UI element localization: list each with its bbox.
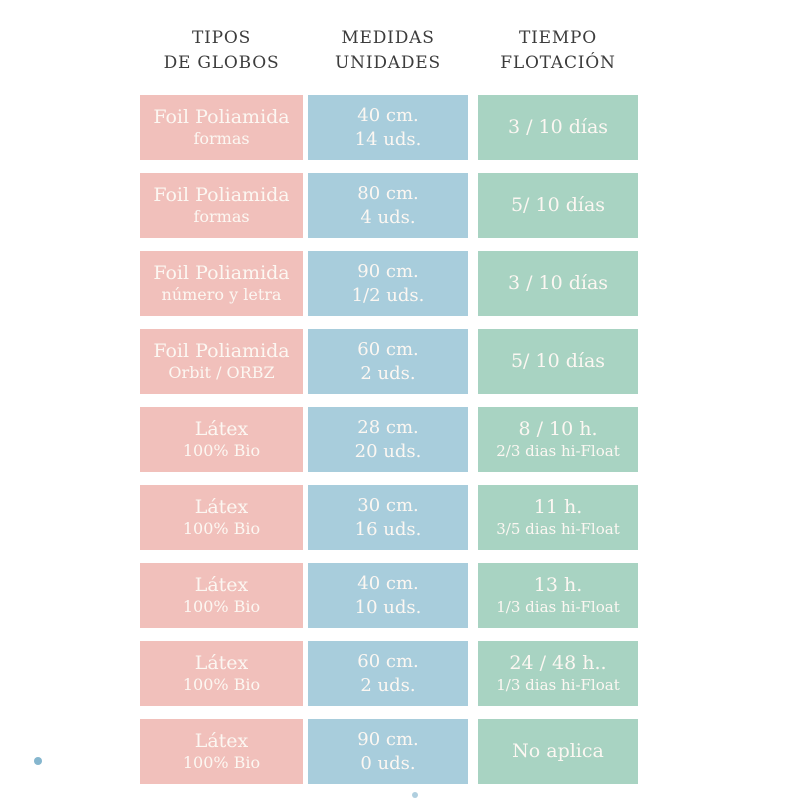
table-row: Látex 100% Bio 28 cm. 20 uds. 8 / 10 h. … — [140, 407, 638, 472]
balloon-type-cell: Foil Poliamida Orbit / ORBZ — [140, 329, 303, 394]
balloon-type-name: Foil Poliamida — [153, 183, 290, 206]
units-value: 14 uds. — [354, 128, 422, 150]
float-time-value: 8 / 10 h. — [518, 418, 598, 441]
table-row: Foil Poliamida formas 80 cm. 4 uds. 5/ 1… — [140, 173, 638, 238]
size-value: 40 cm. — [357, 573, 419, 595]
float-time-cell: 11 h. 3/5 dias hi-Float — [478, 485, 638, 550]
balloon-type-sub: 100% Bio — [182, 597, 261, 617]
units-value: 2 uds. — [360, 362, 416, 384]
float-time-value: 5/ 10 días — [510, 350, 606, 373]
size-units-cell: 80 cm. 4 uds. — [308, 173, 468, 238]
size-value: 60 cm. — [357, 339, 419, 361]
balloon-type-cell: Látex 100% Bio — [140, 641, 303, 706]
float-time-cell: 5/ 10 días — [478, 329, 638, 394]
units-value: 4 uds. — [360, 206, 416, 228]
size-value: 30 cm. — [357, 495, 419, 517]
size-value: 90 cm. — [357, 729, 419, 751]
balloon-type-name: Foil Poliamida — [153, 261, 290, 284]
units-value: 1/2 uds. — [351, 284, 425, 306]
float-time-sub: 1/3 dias hi-Float — [496, 676, 620, 695]
float-time-value: 24 / 48 h.. — [509, 652, 607, 675]
balloon-type-sub: número y letra — [161, 285, 282, 305]
header-tipos-line2: DE GLOBOS — [163, 52, 280, 73]
balloon-type-cell: Foil Poliamida número y letra — [140, 251, 303, 316]
table-row: Foil Poliamida Orbit / ORBZ 60 cm. 2 uds… — [140, 329, 638, 394]
float-time-value: No aplica — [512, 740, 604, 763]
size-value: 28 cm. — [357, 417, 419, 439]
header-medidas-line2: UNIDADES — [335, 52, 441, 73]
float-time-value: 13 h. — [533, 574, 583, 597]
balloon-type-sub: 100% Bio — [182, 675, 261, 695]
units-value: 16 uds. — [354, 518, 422, 540]
balloon-type-name: Foil Poliamida — [153, 105, 290, 128]
balloon-type-cell: Látex 100% Bio — [140, 407, 303, 472]
units-value: 2 uds. — [360, 674, 416, 696]
column-headers: TIPOS DE GLOBOS MEDIDAS UNIDADES TIEMPO … — [140, 26, 638, 75]
header-tiempo-line2: FLOTACIÓN — [500, 52, 616, 73]
balloon-type-cell: Látex 100% Bio — [140, 485, 303, 550]
units-value: 20 uds. — [354, 440, 422, 462]
header-medidas-line1: MEDIDAS — [341, 28, 435, 48]
size-value: 80 cm. — [357, 183, 419, 205]
float-time-cell: 8 / 10 h. 2/3 dias hi-Float — [478, 407, 638, 472]
size-units-cell: 90 cm. 1/2 uds. — [308, 251, 468, 316]
size-value: 40 cm. — [357, 105, 419, 127]
balloon-type-name: Látex — [194, 417, 249, 440]
header-tipos-line1: TIPOS — [191, 28, 252, 48]
balloon-type-sub: 100% Bio — [182, 753, 261, 773]
decorative-dot-icon — [34, 757, 42, 765]
balloon-type-sub: 100% Bio — [182, 441, 261, 461]
units-value: 10 uds. — [354, 596, 422, 618]
table-row: Látex 100% Bio 40 cm. 10 uds. 13 h. 1/3 … — [140, 563, 638, 628]
decorative-dot-icon — [412, 792, 418, 798]
float-time-sub: 3/5 dias hi-Float — [496, 520, 620, 539]
float-time-cell: 3 / 10 días — [478, 95, 638, 160]
balloon-type-name: Látex — [194, 729, 249, 752]
balloon-type-name: Látex — [194, 573, 249, 596]
header-tiempo-line1: TIEMPO — [518, 28, 598, 48]
size-units-cell: 28 cm. 20 uds. — [308, 407, 468, 472]
header-tipos-de-globos: TIPOS DE GLOBOS — [140, 26, 303, 75]
balloon-type-name: Foil Poliamida — [153, 339, 290, 362]
size-value: 60 cm. — [357, 651, 419, 673]
float-time-cell: 24 / 48 h.. 1/3 dias hi-Float — [478, 641, 638, 706]
balloon-type-sub: 100% Bio — [182, 519, 261, 539]
float-time-value: 11 h. — [533, 496, 583, 519]
size-units-cell: 30 cm. 16 uds. — [308, 485, 468, 550]
table-body: Foil Poliamida formas 40 cm. 14 uds. 3 /… — [140, 95, 638, 784]
float-time-sub: 1/3 dias hi-Float — [496, 598, 620, 617]
table-row: Látex 100% Bio 90 cm. 0 uds. No aplica — [140, 719, 638, 784]
table-row: Látex 100% Bio 30 cm. 16 uds. 11 h. 3/5 … — [140, 485, 638, 550]
balloon-type-sub: formas — [193, 129, 250, 149]
balloon-type-cell: Foil Poliamida formas — [140, 95, 303, 160]
header-tiempo-flotacion: TIEMPO FLOTACIÓN — [478, 26, 638, 75]
balloon-type-cell: Foil Poliamida formas — [140, 173, 303, 238]
size-value: 90 cm. — [357, 261, 419, 283]
float-time-sub: 2/3 dias hi-Float — [496, 442, 620, 461]
float-time-value: 3 / 10 días — [507, 116, 609, 139]
float-time-value: 5/ 10 días — [510, 194, 606, 217]
table-row: Foil Poliamida formas 40 cm. 14 uds. 3 /… — [140, 95, 638, 160]
balloon-type-name: Látex — [194, 651, 249, 674]
float-time-cell: No aplica — [478, 719, 638, 784]
units-value: 0 uds. — [360, 752, 416, 774]
size-units-cell: 60 cm. 2 uds. — [308, 641, 468, 706]
table-row: Látex 100% Bio 60 cm. 2 uds. 24 / 48 h..… — [140, 641, 638, 706]
size-units-cell: 40 cm. 14 uds. — [308, 95, 468, 160]
size-units-cell: 40 cm. 10 uds. — [308, 563, 468, 628]
balloon-type-cell: Látex 100% Bio — [140, 563, 303, 628]
float-time-cell: 3 / 10 días — [478, 251, 638, 316]
balloon-type-sub: formas — [193, 207, 250, 227]
float-time-cell: 5/ 10 días — [478, 173, 638, 238]
balloon-type-sub: Orbit / ORBZ — [168, 363, 275, 383]
size-units-cell: 90 cm. 0 uds. — [308, 719, 468, 784]
table-row: Foil Poliamida número y letra 90 cm. 1/2… — [140, 251, 638, 316]
size-units-cell: 60 cm. 2 uds. — [308, 329, 468, 394]
float-time-cell: 13 h. 1/3 dias hi-Float — [478, 563, 638, 628]
balloon-type-cell: Látex 100% Bio — [140, 719, 303, 784]
header-medidas-unidades: MEDIDAS UNIDADES — [308, 26, 468, 75]
float-time-value: 3 / 10 días — [507, 272, 609, 295]
balloon-type-name: Látex — [194, 495, 249, 518]
